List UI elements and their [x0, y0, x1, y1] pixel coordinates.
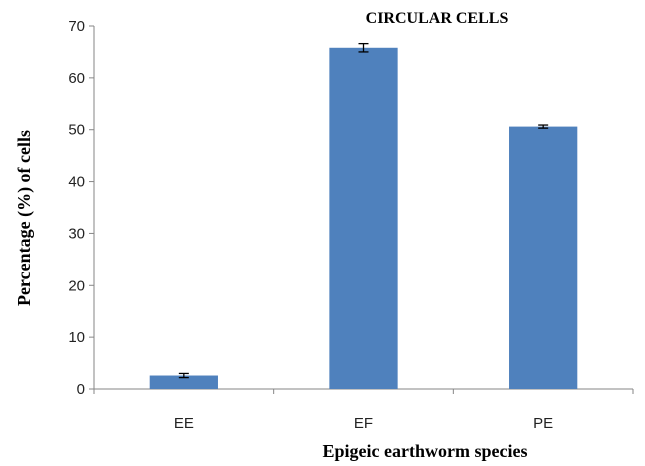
x-tick-label: EE	[174, 415, 194, 432]
plot-area: 0 10 20 30 40 50 60 70 EE EF PE	[68, 18, 634, 432]
y-axis-title: Percentage (%) of cells	[14, 130, 35, 306]
x-tick-label: PE	[533, 415, 553, 432]
y-tick-label: 30	[68, 225, 85, 242]
x-tick-label: EF	[354, 415, 373, 432]
y-tick-label: 0	[77, 381, 85, 398]
y-tick-label: 10	[68, 329, 85, 346]
y-tick-label: 20	[68, 277, 85, 294]
x-axis-title: Epigeic earthworm species	[323, 441, 528, 461]
bar-ee	[149, 375, 218, 389]
y-tick-label: 60	[68, 70, 85, 87]
bar-ef	[329, 47, 398, 389]
y-tick-label: 70	[68, 18, 85, 35]
y-tick-label: 40	[68, 174, 85, 191]
bar-pe	[509, 126, 578, 390]
chart-title: CIRCULAR CELLS	[366, 10, 509, 27]
y-tick-label: 50	[68, 122, 85, 139]
